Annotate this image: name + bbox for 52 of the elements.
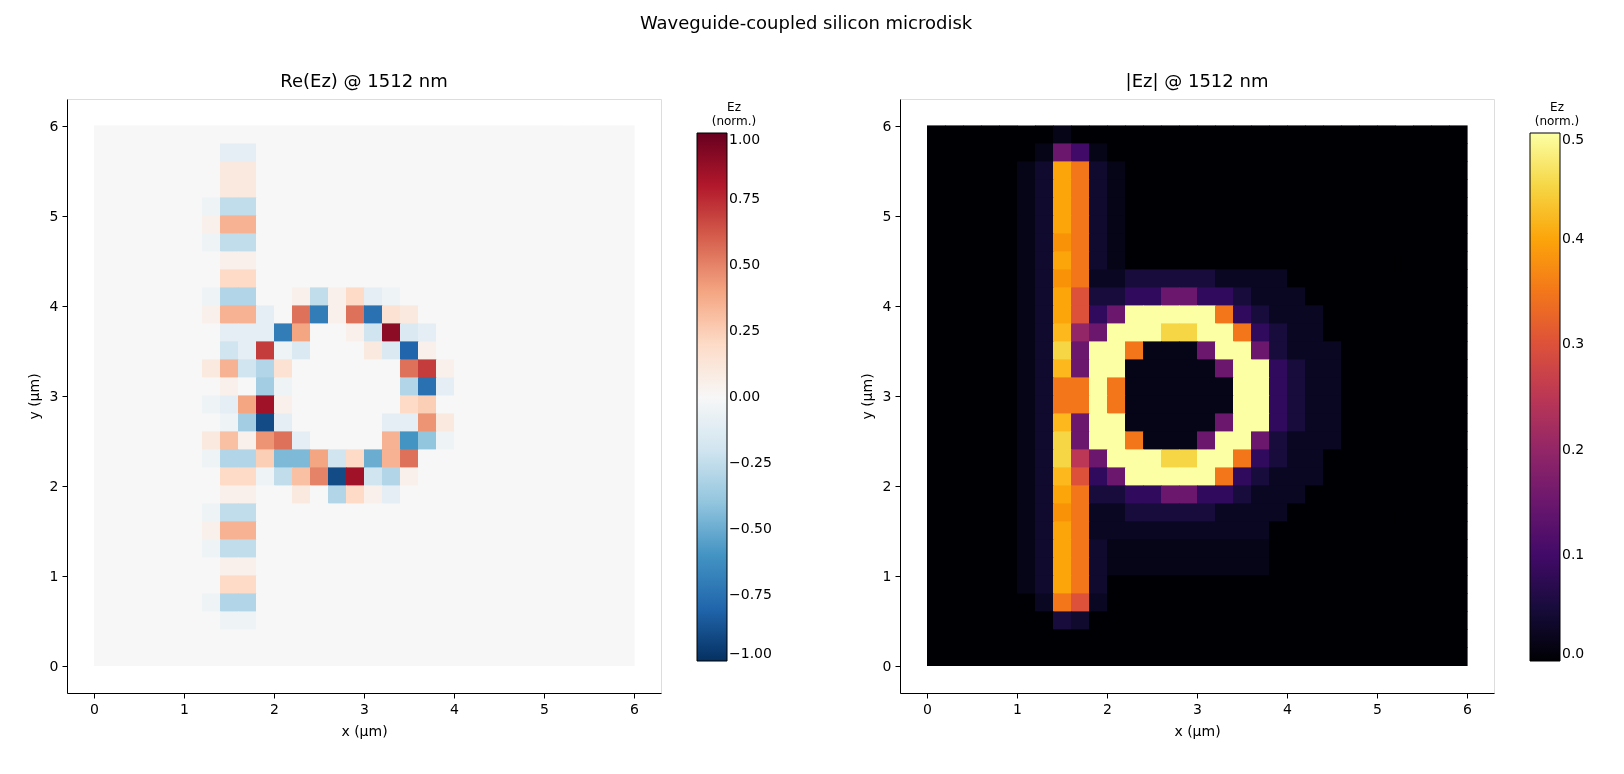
- color-bar-title: Ez (norm.): [711, 100, 757, 128]
- y-tick-label: 6: [882, 117, 892, 134]
- chart-title: |Ez| @ 1512 nm: [1125, 70, 1269, 91]
- color-bar-label: −0.50: [729, 520, 772, 536]
- color-bar-label: 0.25: [729, 322, 761, 338]
- text: Waveguide-coupled silicon microdisk: [639, 11, 973, 33]
- y-tick-label: 4: [49, 297, 59, 314]
- y-axis-title: y (µm): [25, 373, 42, 420]
- color-bar-label: −0.75: [729, 586, 772, 602]
- color-bar-label: 0.4: [1562, 229, 1585, 246]
- x-tick-label: 0: [923, 700, 932, 717]
- x-tick-label: 3: [360, 700, 369, 717]
- y-tick-label: 0: [882, 657, 892, 674]
- color-bar-label: 0.75: [729, 190, 761, 206]
- color-bar-label: 0.0: [1562, 645, 1585, 661]
- color-bar-label: −1.00: [729, 645, 772, 661]
- y-tick-label: 1: [882, 567, 892, 584]
- x-tick-label: 4: [1283, 700, 1293, 717]
- color-bar-label: 0.1: [1562, 546, 1585, 563]
- y-axis-title: y (µm): [858, 373, 875, 420]
- y-tick-label: 5: [49, 207, 59, 224]
- x-tick-label: 0: [90, 700, 99, 717]
- y-tick-label: 2: [882, 477, 892, 494]
- y-tick-label: 2: [49, 477, 59, 494]
- y-tick-label: 5: [882, 207, 892, 224]
- color-bar-label: −0.25: [729, 454, 772, 470]
- x-tick-label: 3: [1193, 700, 1202, 717]
- color-bar-label: 0.5: [1562, 131, 1585, 147]
- y-tick-label: 6: [49, 117, 59, 134]
- x-tick-label: 1: [180, 700, 189, 717]
- x-tick-label: 5: [540, 700, 549, 717]
- y-tick-label: 3: [882, 387, 892, 404]
- chart-title: Re(Ez) @ 1512 nm: [280, 70, 448, 91]
- x-tick-label: 6: [1463, 700, 1473, 717]
- color-bar-label: 1.00: [729, 131, 761, 147]
- color-bar-label: 0.2: [1562, 440, 1585, 457]
- x-tick-label: 2: [270, 700, 279, 717]
- x-tick-label: 6: [630, 700, 640, 717]
- color-bar-title: Ez (norm.): [1534, 100, 1580, 128]
- y-tick-label: 1: [49, 567, 59, 584]
- x-tick-label: 5: [1373, 700, 1382, 717]
- x-tick-label: 4: [450, 700, 460, 717]
- x-tick-label: 2: [1103, 700, 1112, 717]
- y-tick-label: 3: [49, 387, 59, 404]
- color-bar-label: 0.00: [729, 388, 761, 404]
- y-tick-label: 4: [882, 297, 892, 314]
- x-axis-title: x (µm): [341, 722, 388, 739]
- color-bar-label: 0.50: [729, 256, 761, 272]
- y-tick-label: 0: [49, 657, 59, 674]
- x-tick-label: 1: [1013, 700, 1022, 717]
- color-bar-label: 0.3: [1562, 335, 1585, 352]
- x-axis-title: x (µm): [1174, 722, 1221, 739]
